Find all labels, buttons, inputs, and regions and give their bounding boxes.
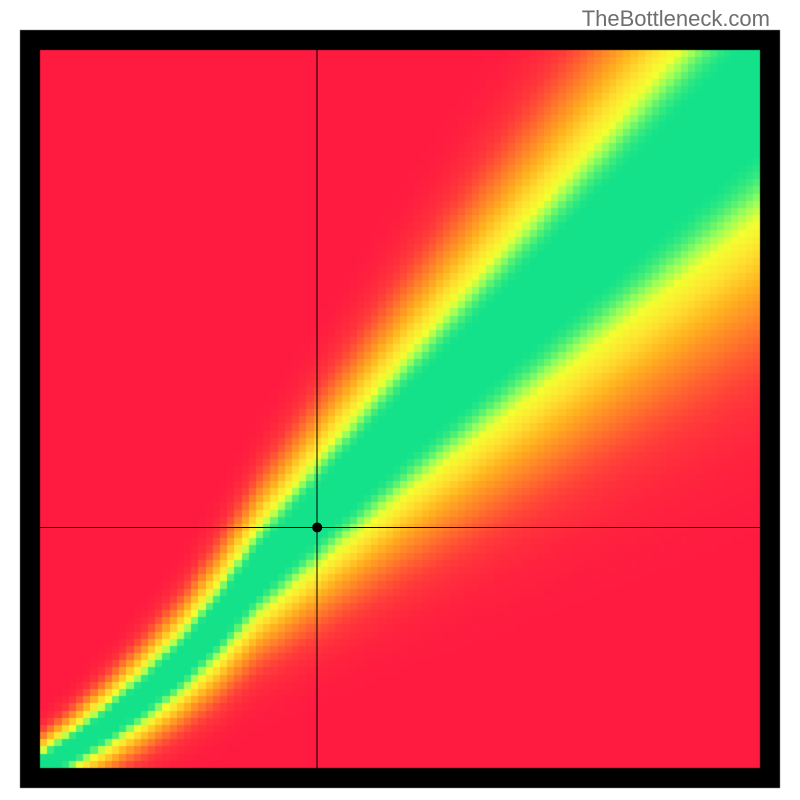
source-watermark: TheBottleneck.com bbox=[582, 6, 770, 32]
chart-container: TheBottleneck.com bbox=[0, 0, 800, 800]
bottleneck-heatmap bbox=[0, 0, 800, 800]
